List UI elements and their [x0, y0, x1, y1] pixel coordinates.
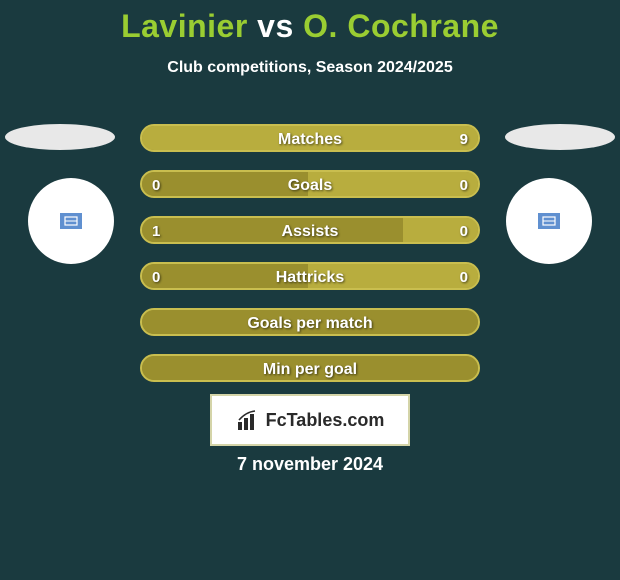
stat-label: Matches — [142, 126, 478, 152]
stat-value-right: 0 — [460, 264, 468, 290]
stat-label: Goals — [142, 172, 478, 198]
stat-value-right: 9 — [460, 126, 468, 152]
stat-value-left: 1 — [152, 218, 160, 244]
stat-value-right: 0 — [460, 218, 468, 244]
player2-club-badge — [538, 213, 560, 229]
player1-shadow-ellipse — [5, 124, 115, 150]
stat-label: Min per goal — [142, 356, 478, 382]
player2-club-badge-circle — [506, 178, 592, 264]
stat-label: Assists — [142, 218, 478, 244]
player1-club-badge — [60, 213, 82, 229]
fctables-text: FcTables.com — [266, 410, 385, 431]
player2-shadow-ellipse — [505, 124, 615, 150]
stat-row: Hattricks0 0 — [140, 262, 480, 290]
stat-row: Matches9 — [140, 124, 480, 152]
stat-row: Goals per match — [140, 308, 480, 336]
stats-container: Matches9Goals00Assists10Hattricks00Goals… — [140, 124, 480, 400]
player1-name: Lavinier — [121, 8, 248, 44]
subtitle: Club competitions, Season 2024/2025 — [0, 59, 620, 77]
stat-row: Goals0 0 — [140, 170, 480, 198]
stat-label: Goals per match — [142, 310, 478, 336]
stat-value-left: 0 — [152, 172, 160, 198]
stat-value-left: 0 — [152, 264, 160, 290]
date-text: 7 november 2024 — [0, 454, 620, 475]
fctables-branding: FcTables.com — [210, 394, 410, 446]
fctables-logo-icon — [236, 408, 260, 432]
comparison-title: Lavinier vs O. Cochrane — [0, 0, 620, 45]
stat-label: Hattricks — [142, 264, 478, 290]
vs-text: vs — [257, 8, 294, 44]
player1-club-badge-circle — [28, 178, 114, 264]
stat-row: Min per goal — [140, 354, 480, 382]
stat-row: Assists1 0 — [140, 216, 480, 244]
stat-value-right: 0 — [460, 172, 468, 198]
player2-name: O. Cochrane — [303, 8, 499, 44]
